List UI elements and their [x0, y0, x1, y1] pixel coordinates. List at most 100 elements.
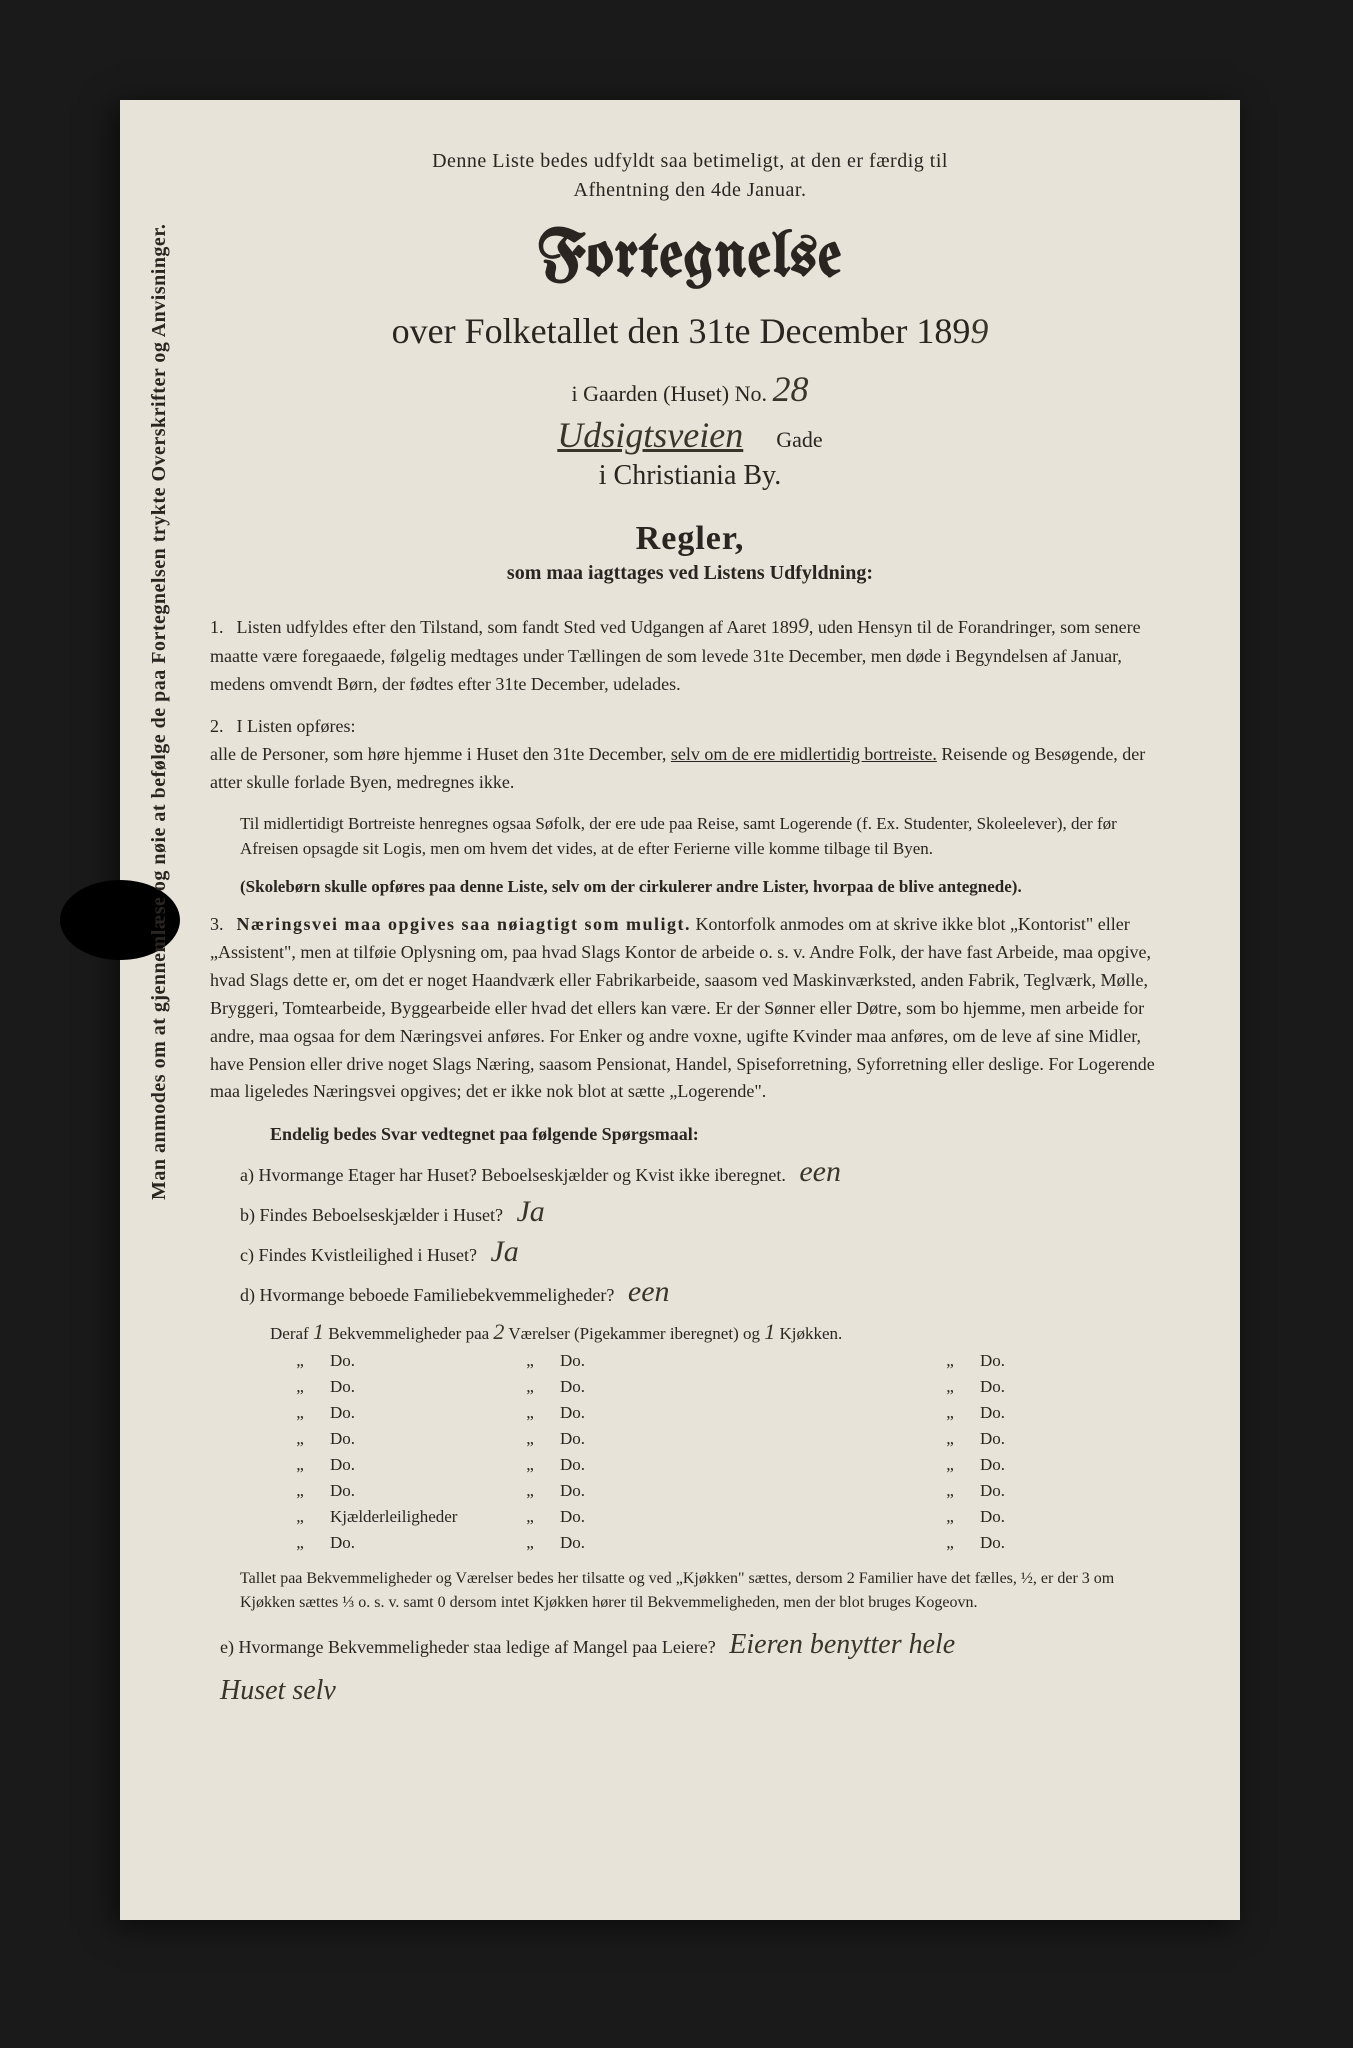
deraf-n2: 2 [493, 1319, 504, 1344]
ditto-row: „ Do. „ Do. „ Do. [270, 1481, 1170, 1501]
deraf-a: Deraf [270, 1324, 309, 1343]
ditto: „ [270, 1533, 330, 1553]
rule3-text-b: Kontorfolk anmodes om at skrive ikke blo… [210, 914, 1155, 1101]
street-suffix: Gade [776, 427, 822, 452]
rule-1: 1. Listen udfyldes efter den Tilstand, s… [210, 609, 1170, 699]
rule2-indent2: (Skolebørn skulle opføres paa denne List… [240, 874, 1170, 900]
do: Do. [560, 1377, 720, 1397]
questions-block: Endelig bedes Svar vedtegnet paa følgend… [210, 1124, 1170, 1707]
ditto: „ [270, 1351, 330, 1371]
deraf-line: Deraf 1 Bekvemmeligheder paa 2 Værelser … [270, 1319, 1170, 1345]
ditto: „ [920, 1455, 980, 1475]
do: Do. [560, 1507, 720, 1527]
rule3-text-a: Næringsvei maa opgives saa nøiagtigt som… [237, 914, 692, 934]
subtitle: over Folketallet den 31te December 1899 [210, 310, 1170, 352]
ditto: „ [920, 1351, 980, 1371]
ditto: „ [920, 1429, 980, 1449]
kjld-label: Kjælderleiligheder [330, 1507, 500, 1527]
top-note-line1: Denne Liste bedes udfyldt saa betimeligt… [210, 150, 1170, 173]
deraf-b: Bekvemmeligheder paa [328, 1324, 489, 1343]
do: Do. [560, 1429, 720, 1449]
do: Do. [330, 1455, 500, 1475]
do: Do. [330, 1351, 500, 1371]
street-line: Udsigtsveien Gade [210, 414, 1170, 456]
qd-label: d) Hvormange beboede Familiebekvemmeligh… [240, 1285, 614, 1305]
do: Do. [560, 1403, 720, 1423]
do: Do. [560, 1533, 720, 1553]
ditto-row: „ Do. „ Do. „ Do. [270, 1351, 1170, 1371]
do: Do. [560, 1351, 720, 1371]
rule2-bold: selv om de ere midlertidig bortreiste. [671, 744, 937, 764]
do: Do. [980, 1403, 1100, 1423]
ditto: „ [270, 1429, 330, 1449]
question-b: b) Findes Beboelseskjælder i Huset? Ja [240, 1195, 1170, 1229]
ditto: „ [500, 1481, 560, 1501]
deraf-n1: 1 [313, 1319, 324, 1344]
qa-answer: een [799, 1155, 841, 1188]
rules-subheading: som maa iagttages ved Listens Udfyldning… [210, 562, 1170, 585]
ditto: „ [920, 1403, 980, 1423]
side-instruction: Man anmodes om at gjennemlæse og nøie at… [148, 224, 171, 1200]
deraf-c: Værelser (Pigekammer iberegnet) og [508, 1324, 760, 1343]
do: Do. [980, 1429, 1100, 1449]
do: Do. [560, 1455, 720, 1475]
ditto: „ [270, 1507, 330, 1527]
document-page: Man anmodes om at gjennemlæse og nøie at… [120, 100, 1240, 1920]
rule2-indent1: Til midlertidigt Bortreiste henregnes og… [240, 811, 1170, 862]
rule2-text-b: alle de Personer, som høre hjemme i Huse… [210, 744, 671, 764]
main-title: Fortegnelse [210, 226, 1170, 292]
question-d: d) Hvormange beboede Familiebekvemmeligh… [240, 1275, 1170, 1309]
deraf-n3: 1 [764, 1319, 775, 1344]
ditto: „ [500, 1429, 560, 1449]
ditto: „ [500, 1351, 560, 1371]
do: Do. [330, 1377, 500, 1397]
do: Do. [980, 1351, 1100, 1371]
qc-answer: Ja [490, 1235, 518, 1268]
rules-heading: Regler, [210, 520, 1170, 558]
ditto: „ [920, 1377, 980, 1397]
rule-2: 2. I Listen opføres: alle de Personer, s… [210, 713, 1170, 797]
do: Do. [980, 1481, 1100, 1501]
do: Do. [330, 1481, 500, 1501]
year-handwritten: 9 [970, 311, 988, 351]
ditto-row-kjld: „ Kjælderleiligheder „ Do. „ Do. [270, 1507, 1170, 1527]
ditto: „ [270, 1455, 330, 1475]
question-e: e) Hvormange Bekvemmeligheder staa ledig… [220, 1629, 1170, 1661]
do: Do. [330, 1403, 500, 1423]
ditto: „ [500, 1403, 560, 1423]
qe-answer2: Huset selv [220, 1675, 336, 1706]
ditto-row: „ Do. „ Do. „ Do. [270, 1377, 1170, 1397]
qa-label: a) Hvormange Etager har Huset? Beboelses… [240, 1165, 786, 1185]
ditto: „ [920, 1533, 980, 1553]
do: Do. [330, 1533, 500, 1553]
qd-answer: een [628, 1275, 670, 1308]
ditto: „ [920, 1507, 980, 1527]
city-line: i Christiania By. [210, 460, 1170, 492]
qb-label: b) Findes Beboelseskjælder i Huset? [240, 1205, 503, 1225]
ditto-row: „ Do. „ Do. „ Do. [270, 1533, 1170, 1553]
ditto: „ [500, 1377, 560, 1397]
do: Do. [330, 1429, 500, 1449]
rule2-text-a: I Listen opføres: [237, 716, 356, 736]
ditto: „ [500, 1533, 560, 1553]
ditto-row: „ Do. „ Do. „ Do. [270, 1455, 1170, 1475]
qe-answer: Eieren benytter hele [729, 1629, 955, 1660]
qb-answer: Ja [516, 1195, 544, 1228]
top-note-line2: Afhentning den 4de Januar. [210, 179, 1170, 202]
rule1-num: 1. [210, 614, 232, 642]
ditto: „ [920, 1481, 980, 1501]
questions-heading: Endelig bedes Svar vedtegnet paa følgend… [270, 1124, 1170, 1145]
rule1-year: 9 [798, 613, 809, 638]
ditto: „ [270, 1403, 330, 1423]
house-number: 28 [773, 369, 809, 409]
question-e-line2: Huset selv [220, 1675, 1170, 1707]
question-a: a) Hvormange Etager har Huset? Beboelses… [240, 1155, 1170, 1189]
bottom-paragraph: Tallet paa Bekvemmeligheder og Værelser … [240, 1567, 1170, 1615]
rule1-text-a: Listen udfyldes efter den Tilstand, som … [237, 617, 798, 637]
do: Do. [980, 1533, 1100, 1553]
ditto: „ [270, 1481, 330, 1501]
qe-label: e) Hvormange Bekvemmeligheder staa ledig… [220, 1637, 716, 1657]
house-prefix: i Gaarden (Huset) No. [572, 381, 768, 406]
question-c: c) Findes Kvistleilighed i Huset? Ja [240, 1235, 1170, 1269]
ditto: „ [500, 1455, 560, 1475]
